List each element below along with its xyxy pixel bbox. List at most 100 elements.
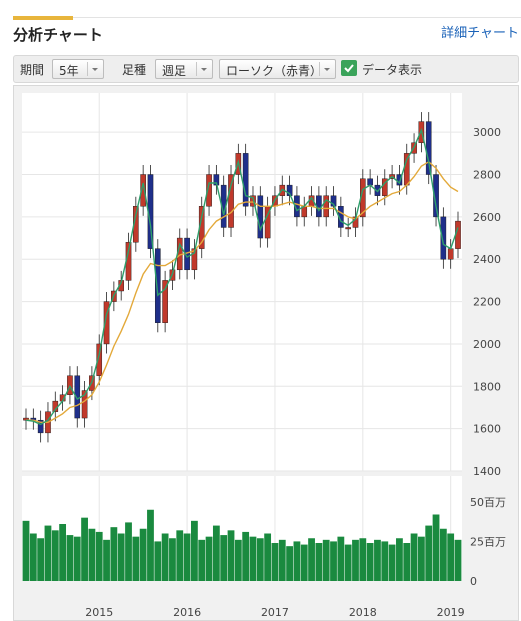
volume-bar — [322, 539, 330, 581]
volume-bar — [51, 530, 59, 581]
volume-bar — [212, 525, 220, 581]
foot-select[interactable]: 週足 — [155, 59, 213, 79]
price-tick-label: 2400 — [473, 253, 501, 266]
header-rule — [73, 17, 521, 18]
volume-bar — [315, 543, 323, 581]
volume-tick-label: 0 — [470, 575, 477, 588]
candle-body — [433, 174, 439, 218]
volume-bar — [37, 538, 45, 581]
price-tick-label: 2600 — [473, 211, 501, 224]
candle-body — [242, 153, 249, 207]
price-tick-label: 1600 — [473, 423, 501, 436]
volume-bar — [293, 541, 301, 581]
candle-body — [81, 390, 88, 419]
volume-tick-label: 50百万 — [470, 496, 506, 509]
candle-body — [447, 248, 454, 260]
volume-bar — [169, 538, 176, 581]
volume-bar — [227, 530, 235, 581]
volume-bar — [344, 544, 352, 581]
volume-plot-background — [22, 476, 462, 581]
volume-bar — [103, 539, 110, 581]
period-select[interactable]: 5年 — [52, 59, 104, 79]
page-title: 分析チャート — [13, 26, 103, 44]
volume-bar — [139, 528, 147, 581]
volume-bar — [300, 544, 308, 581]
volume-bar — [403, 543, 411, 581]
year-tick-label: 2017 — [261, 606, 289, 619]
volume-bar — [66, 535, 74, 581]
volume-bar — [125, 522, 132, 581]
candle-body — [154, 248, 161, 323]
volume-bar — [205, 536, 213, 581]
chevron-down-icon — [196, 62, 212, 76]
volume-bar — [110, 527, 118, 581]
price-tick-label: 2000 — [473, 338, 501, 351]
volume-bar — [73, 536, 81, 581]
chevron-down-icon — [319, 62, 335, 76]
detail-chart-link[interactable]: 詳細チャート — [441, 26, 519, 41]
candle-body — [162, 280, 168, 323]
volume-bar — [286, 546, 293, 581]
candle-body — [323, 195, 330, 218]
volume-bar — [147, 509, 154, 581]
candle-body — [374, 184, 381, 196]
checkmark-icon — [344, 64, 354, 73]
volume-bar — [198, 539, 206, 581]
volume-bar — [242, 531, 250, 581]
volume-bar — [454, 539, 462, 581]
volume-bar — [59, 524, 67, 581]
foot-select-value: 週足 — [162, 64, 187, 78]
moving-average-long-line — [26, 160, 459, 423]
volume-bar — [154, 541, 162, 581]
volume-bar — [22, 520, 30, 581]
volume-bar — [249, 536, 257, 581]
chevron-down-icon — [87, 62, 103, 76]
candle-body — [103, 301, 110, 345]
volume-bar — [256, 538, 264, 581]
candle-body — [96, 343, 103, 376]
volume-bar — [374, 539, 381, 581]
candle-body — [345, 227, 351, 230]
year-tick-label: 2015 — [85, 606, 113, 619]
volume-bar — [352, 539, 359, 581]
chart-area: 1400 1600 1800 2000 2200 2400 2600 2800 3000 2015… — [13, 85, 519, 621]
chart-toolbar: 期間 5年 足種 週足 ローソク（赤青） データ表示 — [13, 55, 519, 83]
candle-body — [294, 195, 300, 218]
volume-bar — [183, 533, 191, 581]
show-data-checkbox[interactable] — [341, 60, 357, 76]
candle-body — [403, 153, 410, 186]
period-select-value: 5年 — [59, 64, 79, 78]
price-tick-label: 2200 — [473, 296, 501, 309]
moving-average-short-line — [25, 127, 459, 426]
volume-bar — [410, 533, 418, 581]
period-label: 期間 — [20, 63, 45, 77]
price-tick-label: 1400 — [473, 465, 501, 478]
price-tick-label: 3000 — [473, 126, 501, 139]
candle-body — [330, 195, 337, 207]
year-tick-label: 2016 — [173, 606, 201, 619]
volume-bar — [278, 539, 286, 581]
candle-body — [425, 121, 432, 175]
volume-bar — [234, 539, 242, 581]
candle-style-select-value: ローソク（赤青） — [226, 64, 323, 78]
candle-body — [37, 419, 44, 434]
volume-bar — [417, 536, 425, 581]
candle-body — [140, 174, 146, 207]
candle-style-select[interactable]: ローソク（赤青） — [219, 59, 336, 79]
volume-bar — [388, 544, 396, 581]
candle-body — [191, 248, 198, 271]
candle-body — [228, 174, 234, 228]
volume-bar — [132, 536, 140, 581]
volume-bar — [396, 538, 403, 581]
volume-bar — [176, 530, 184, 581]
price-tick-label: 2800 — [473, 169, 501, 182]
title-accent-bar — [13, 16, 73, 20]
volume-bar — [81, 517, 88, 581]
volume-bar — [439, 528, 447, 581]
volume-bar — [44, 525, 52, 581]
year-tick-label: 2018 — [349, 606, 377, 619]
volume-bar — [117, 533, 125, 581]
volume-bar — [308, 538, 315, 581]
volume-bar — [95, 531, 103, 581]
candle-body — [381, 178, 388, 196]
